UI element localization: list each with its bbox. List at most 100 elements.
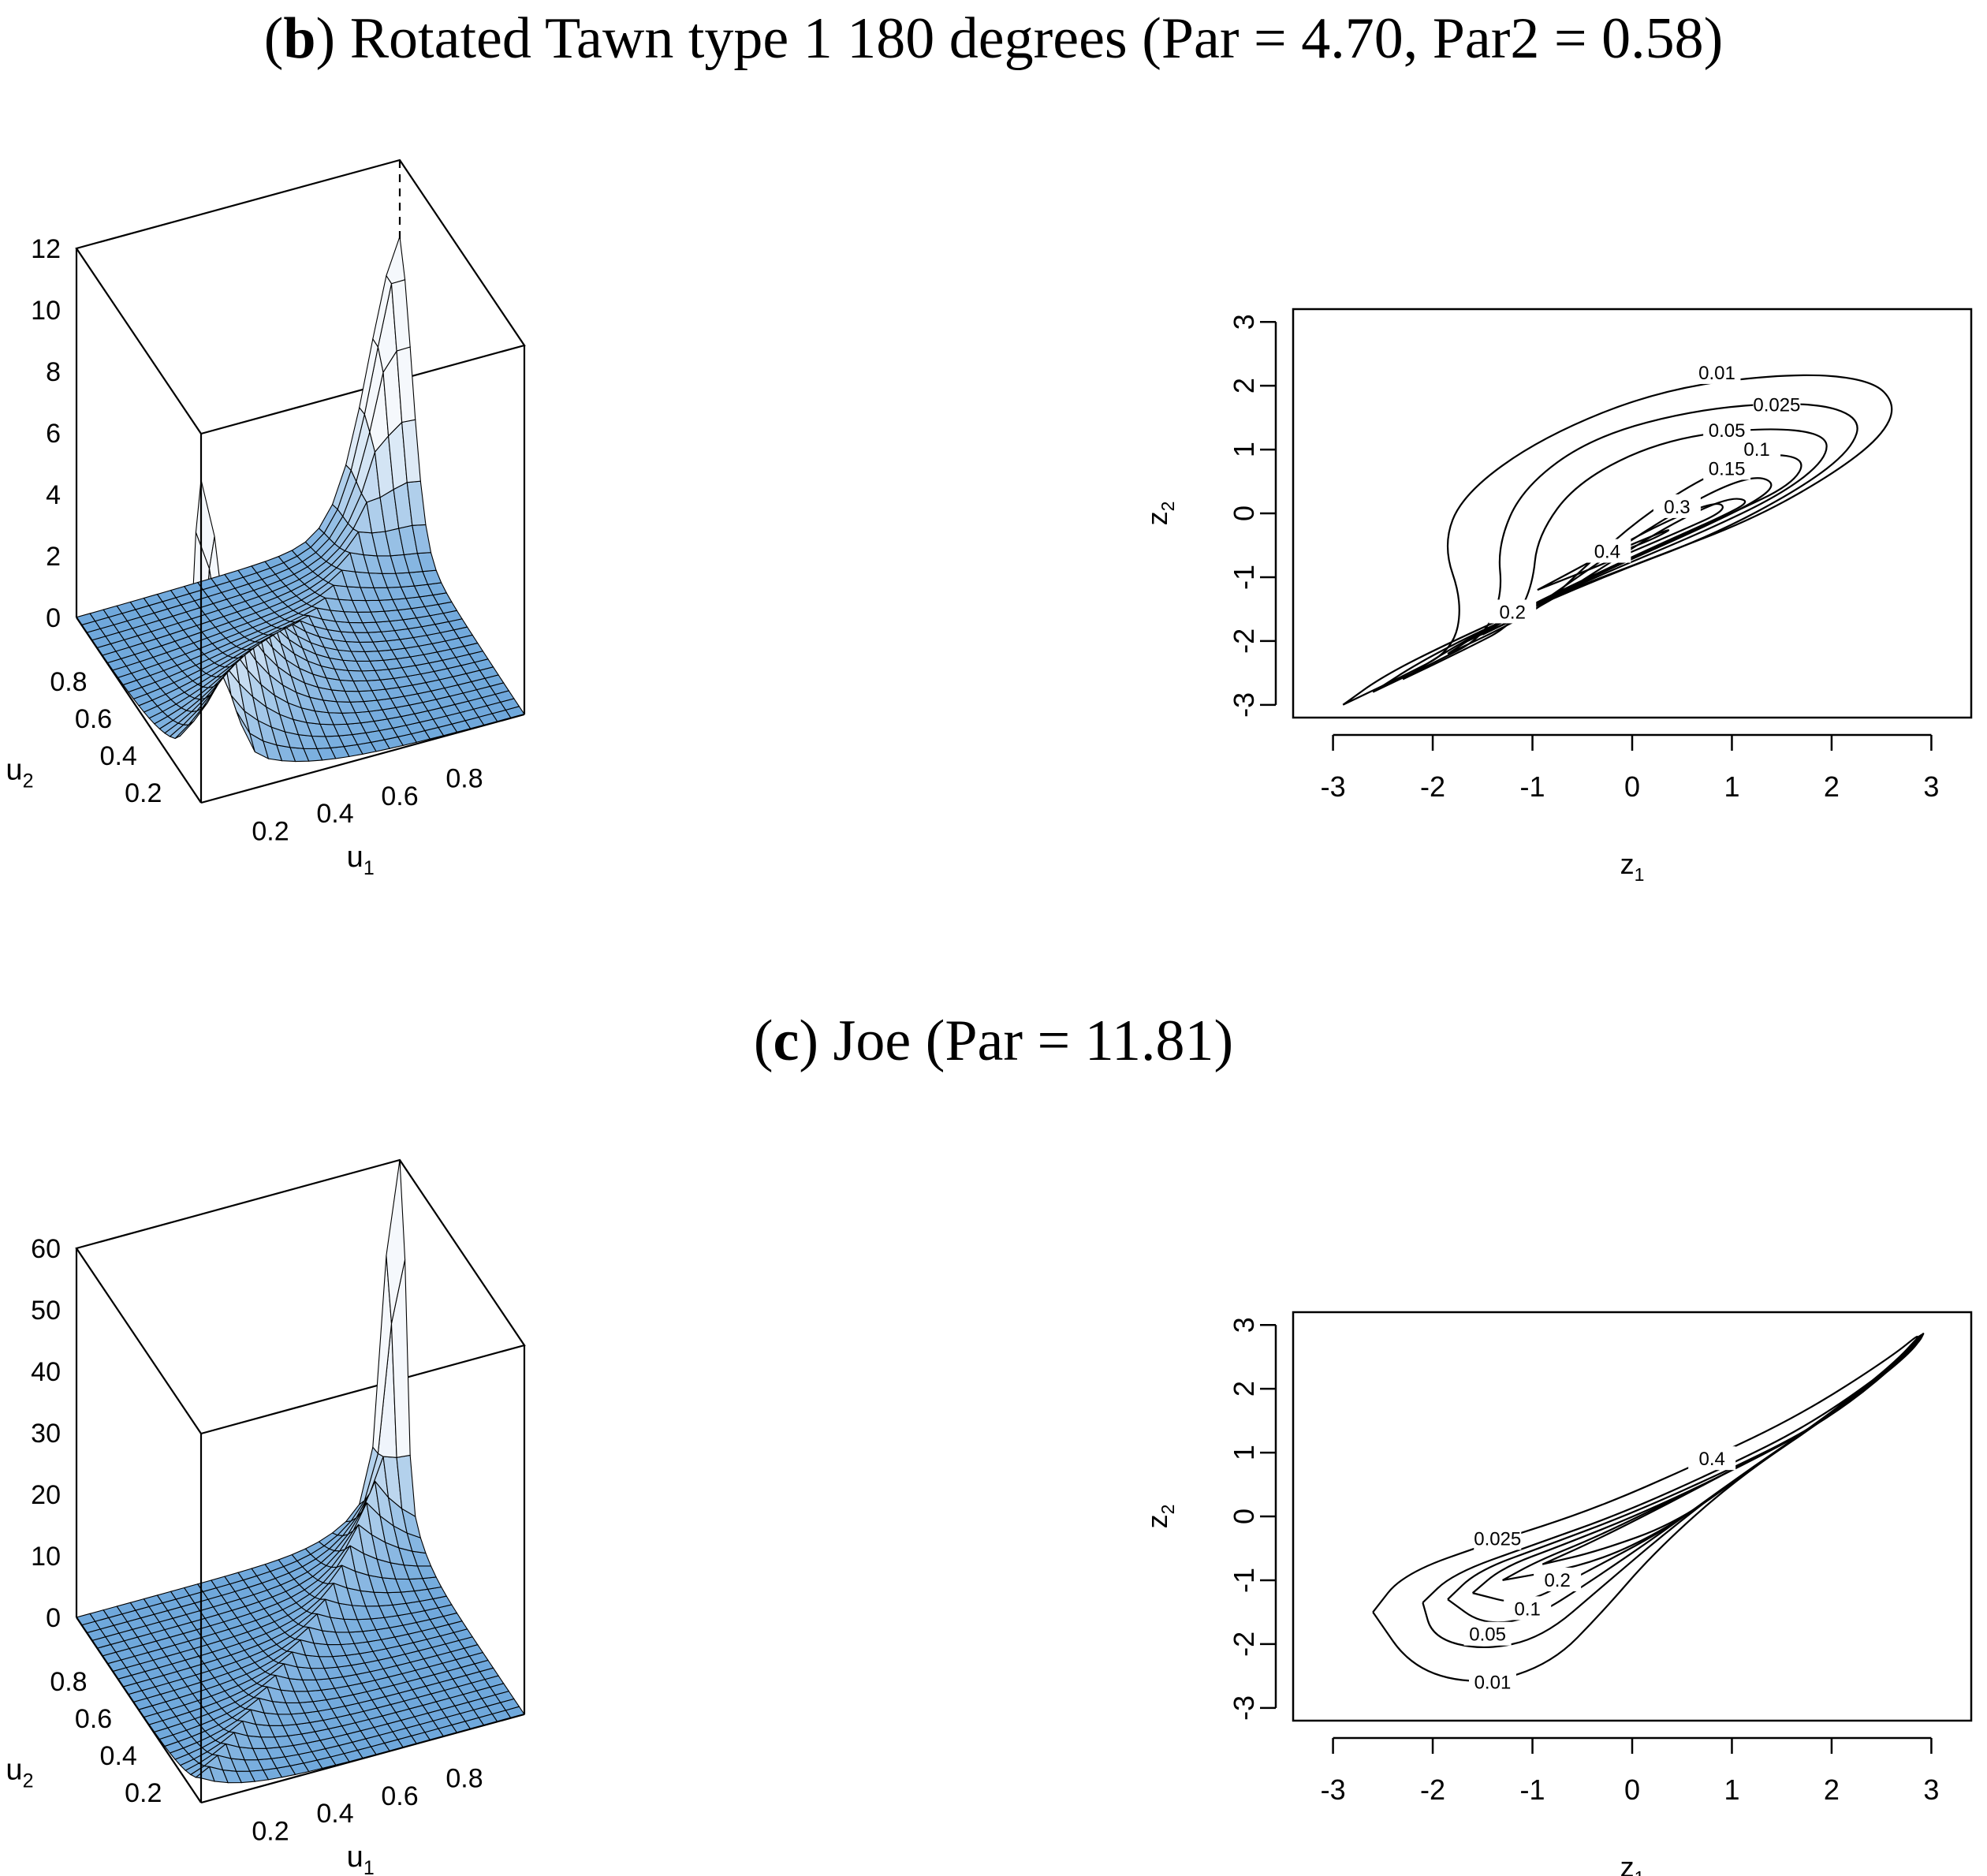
z-tick-label: 60 — [31, 1234, 61, 1264]
u2-tick-label: 0.2 — [125, 1778, 162, 1808]
z-tick-label: 0 — [46, 603, 61, 633]
contour-label-0.01: 0.01 — [1474, 1672, 1512, 1693]
surface-mesh — [76, 236, 525, 763]
x-tick-label: -2 — [1420, 770, 1445, 803]
x-tick-label: -3 — [1321, 770, 1346, 803]
y-tick-label: 3 — [1228, 1317, 1260, 1333]
z-tick-label: 30 — [31, 1419, 61, 1449]
panel-b-title-text: Rotated Tawn type 1 180 degrees (Par = 4… — [349, 6, 1724, 71]
box-edge — [76, 1617, 202, 1803]
z-tick-label: 2 — [46, 542, 61, 572]
contour-label-0.025: 0.025 — [1474, 1528, 1521, 1550]
u2-tick-label: 0.6 — [75, 1704, 112, 1734]
x-tick-label: -2 — [1420, 1773, 1445, 1806]
z-tick-label: 20 — [31, 1480, 61, 1510]
z-tick-label: 4 — [46, 480, 61, 510]
contour-line-0.1 — [1471, 1334, 1922, 1602]
y-tick-label: -1 — [1228, 565, 1260, 590]
surface-facet — [386, 236, 406, 285]
box-edge — [76, 617, 202, 804]
u1-tick-label: 0.8 — [445, 763, 483, 793]
contour-label-0.4: 0.4 — [1594, 542, 1620, 563]
contour-label-bg — [1703, 456, 1751, 480]
u1-tick-label: 0.2 — [252, 1817, 289, 1847]
contour-plot-b: -3 -2 -1 0 1 2 3z1-3-2-10123z20.010.0250.050.1… — [1141, 308, 1973, 885]
box-edge — [200, 713, 525, 804]
y-axis: -3 -2 -1 0 1 2 3 — [1228, 314, 1277, 718]
y-axis-label: z2 — [1141, 502, 1178, 526]
y-tick-label: 0 — [1228, 1509, 1260, 1524]
u1-tick-label: 0.6 — [381, 781, 418, 811]
x-tick-label: 1 — [1724, 770, 1739, 803]
panel-c-title-text: Joe (Par = 11.81) — [833, 1009, 1234, 1073]
contour-label-0.4: 0.4 — [1698, 1449, 1724, 1470]
panel-c-letter: c — [773, 1009, 800, 1073]
contour-label-bg — [1693, 360, 1741, 384]
contour-label-0.3: 0.3 — [1664, 497, 1690, 518]
x-tick-label: 1 — [1724, 1773, 1739, 1806]
box-edge — [200, 1713, 525, 1804]
x-tick-label: -1 — [1520, 770, 1545, 803]
x-axis: -3 -2 -1 0 1 2 3 — [1321, 1736, 1939, 1806]
u1-tick-label: 0.4 — [316, 1799, 353, 1829]
y-tick-label: -2 — [1228, 1632, 1260, 1657]
contour-label-bg — [1688, 1446, 1736, 1471]
contour-label-0.15: 0.15 — [1709, 458, 1746, 479]
x-tick-label: 2 — [1824, 1773, 1840, 1806]
y-tick-label: 2 — [1228, 1381, 1260, 1397]
contour-label-bg — [1463, 1621, 1512, 1646]
u2-tick-label: 0.4 — [100, 741, 137, 771]
x-tick-label: 0 — [1624, 1773, 1640, 1806]
contour-label-bg — [1504, 1596, 1552, 1621]
u2-tick-label: 0.4 — [100, 1741, 137, 1771]
contour-line-0.01 — [1342, 374, 1893, 706]
contour-line-0.05 — [1447, 1335, 1921, 1624]
contour-label-0.01: 0.01 — [1698, 363, 1735, 384]
y-axis-label: z2 — [1141, 1505, 1178, 1529]
contour-label-bg — [1583, 539, 1631, 563]
y-tick-label: -1 — [1228, 1568, 1260, 1593]
contour-label-bg — [1468, 1669, 1516, 1694]
z-tick-label: 10 — [31, 296, 61, 326]
z-tick-label: 10 — [31, 1542, 61, 1572]
x-axis-label: z1 — [1620, 1851, 1645, 1876]
surface-mesh — [76, 1159, 525, 1784]
y-axis: -3 -2 -1 0 1 2 3 — [1228, 1317, 1277, 1721]
u1-tick-label: 0.2 — [252, 817, 289, 847]
x-axis-label: z1 — [1620, 848, 1645, 885]
x-tick-label: 0 — [1624, 770, 1640, 803]
x-tick-label: -3 — [1321, 1773, 1346, 1806]
x-tick-label: 2 — [1824, 770, 1840, 803]
plot-box — [1292, 1311, 1973, 1722]
x-tick-label: -1 — [1520, 1773, 1545, 1806]
y-tick-label: 1 — [1228, 442, 1260, 457]
panel-b-title: (b) Rotated Tawn type 1 180 degrees (Par… — [263, 6, 1724, 71]
y-tick-label: -3 — [1228, 1695, 1260, 1721]
z-tick-label: 40 — [31, 1357, 61, 1387]
u1-axis-label: u1 — [347, 1841, 375, 1876]
contour-label-bg — [1489, 599, 1537, 624]
contour-label-0.2: 0.2 — [1544, 1570, 1570, 1591]
surface-facet — [386, 1159, 406, 1324]
panel-b-letter: b — [283, 6, 316, 71]
u1-axis-label: u1 — [347, 841, 375, 879]
u2-axis-label: u2 — [6, 1754, 33, 1792]
u2-axis-label: u2 — [6, 754, 33, 793]
y-tick-label: 0 — [1228, 505, 1260, 521]
y-tick-label: -3 — [1228, 692, 1260, 718]
contour-label-0.2: 0.2 — [1500, 602, 1526, 623]
contour-label-0.05: 0.05 — [1469, 1624, 1506, 1646]
contour-label-0.1: 0.1 — [1515, 1598, 1541, 1620]
z-tick-label: 8 — [46, 357, 61, 387]
y-tick-label: 1 — [1228, 1445, 1260, 1460]
contour-line-0.01 — [1372, 1335, 1919, 1682]
contour-label-bg — [1474, 1526, 1522, 1550]
x-tick-label: 3 — [1923, 1773, 1939, 1806]
u1-tick-label: 0.4 — [316, 799, 353, 829]
u1-tick-label: 0.6 — [381, 1781, 418, 1811]
box-top — [75, 159, 526, 435]
u2-tick-label: 0.2 — [125, 778, 162, 808]
contour-label-bg — [1753, 392, 1801, 416]
y-tick-label: -2 — [1228, 628, 1260, 654]
